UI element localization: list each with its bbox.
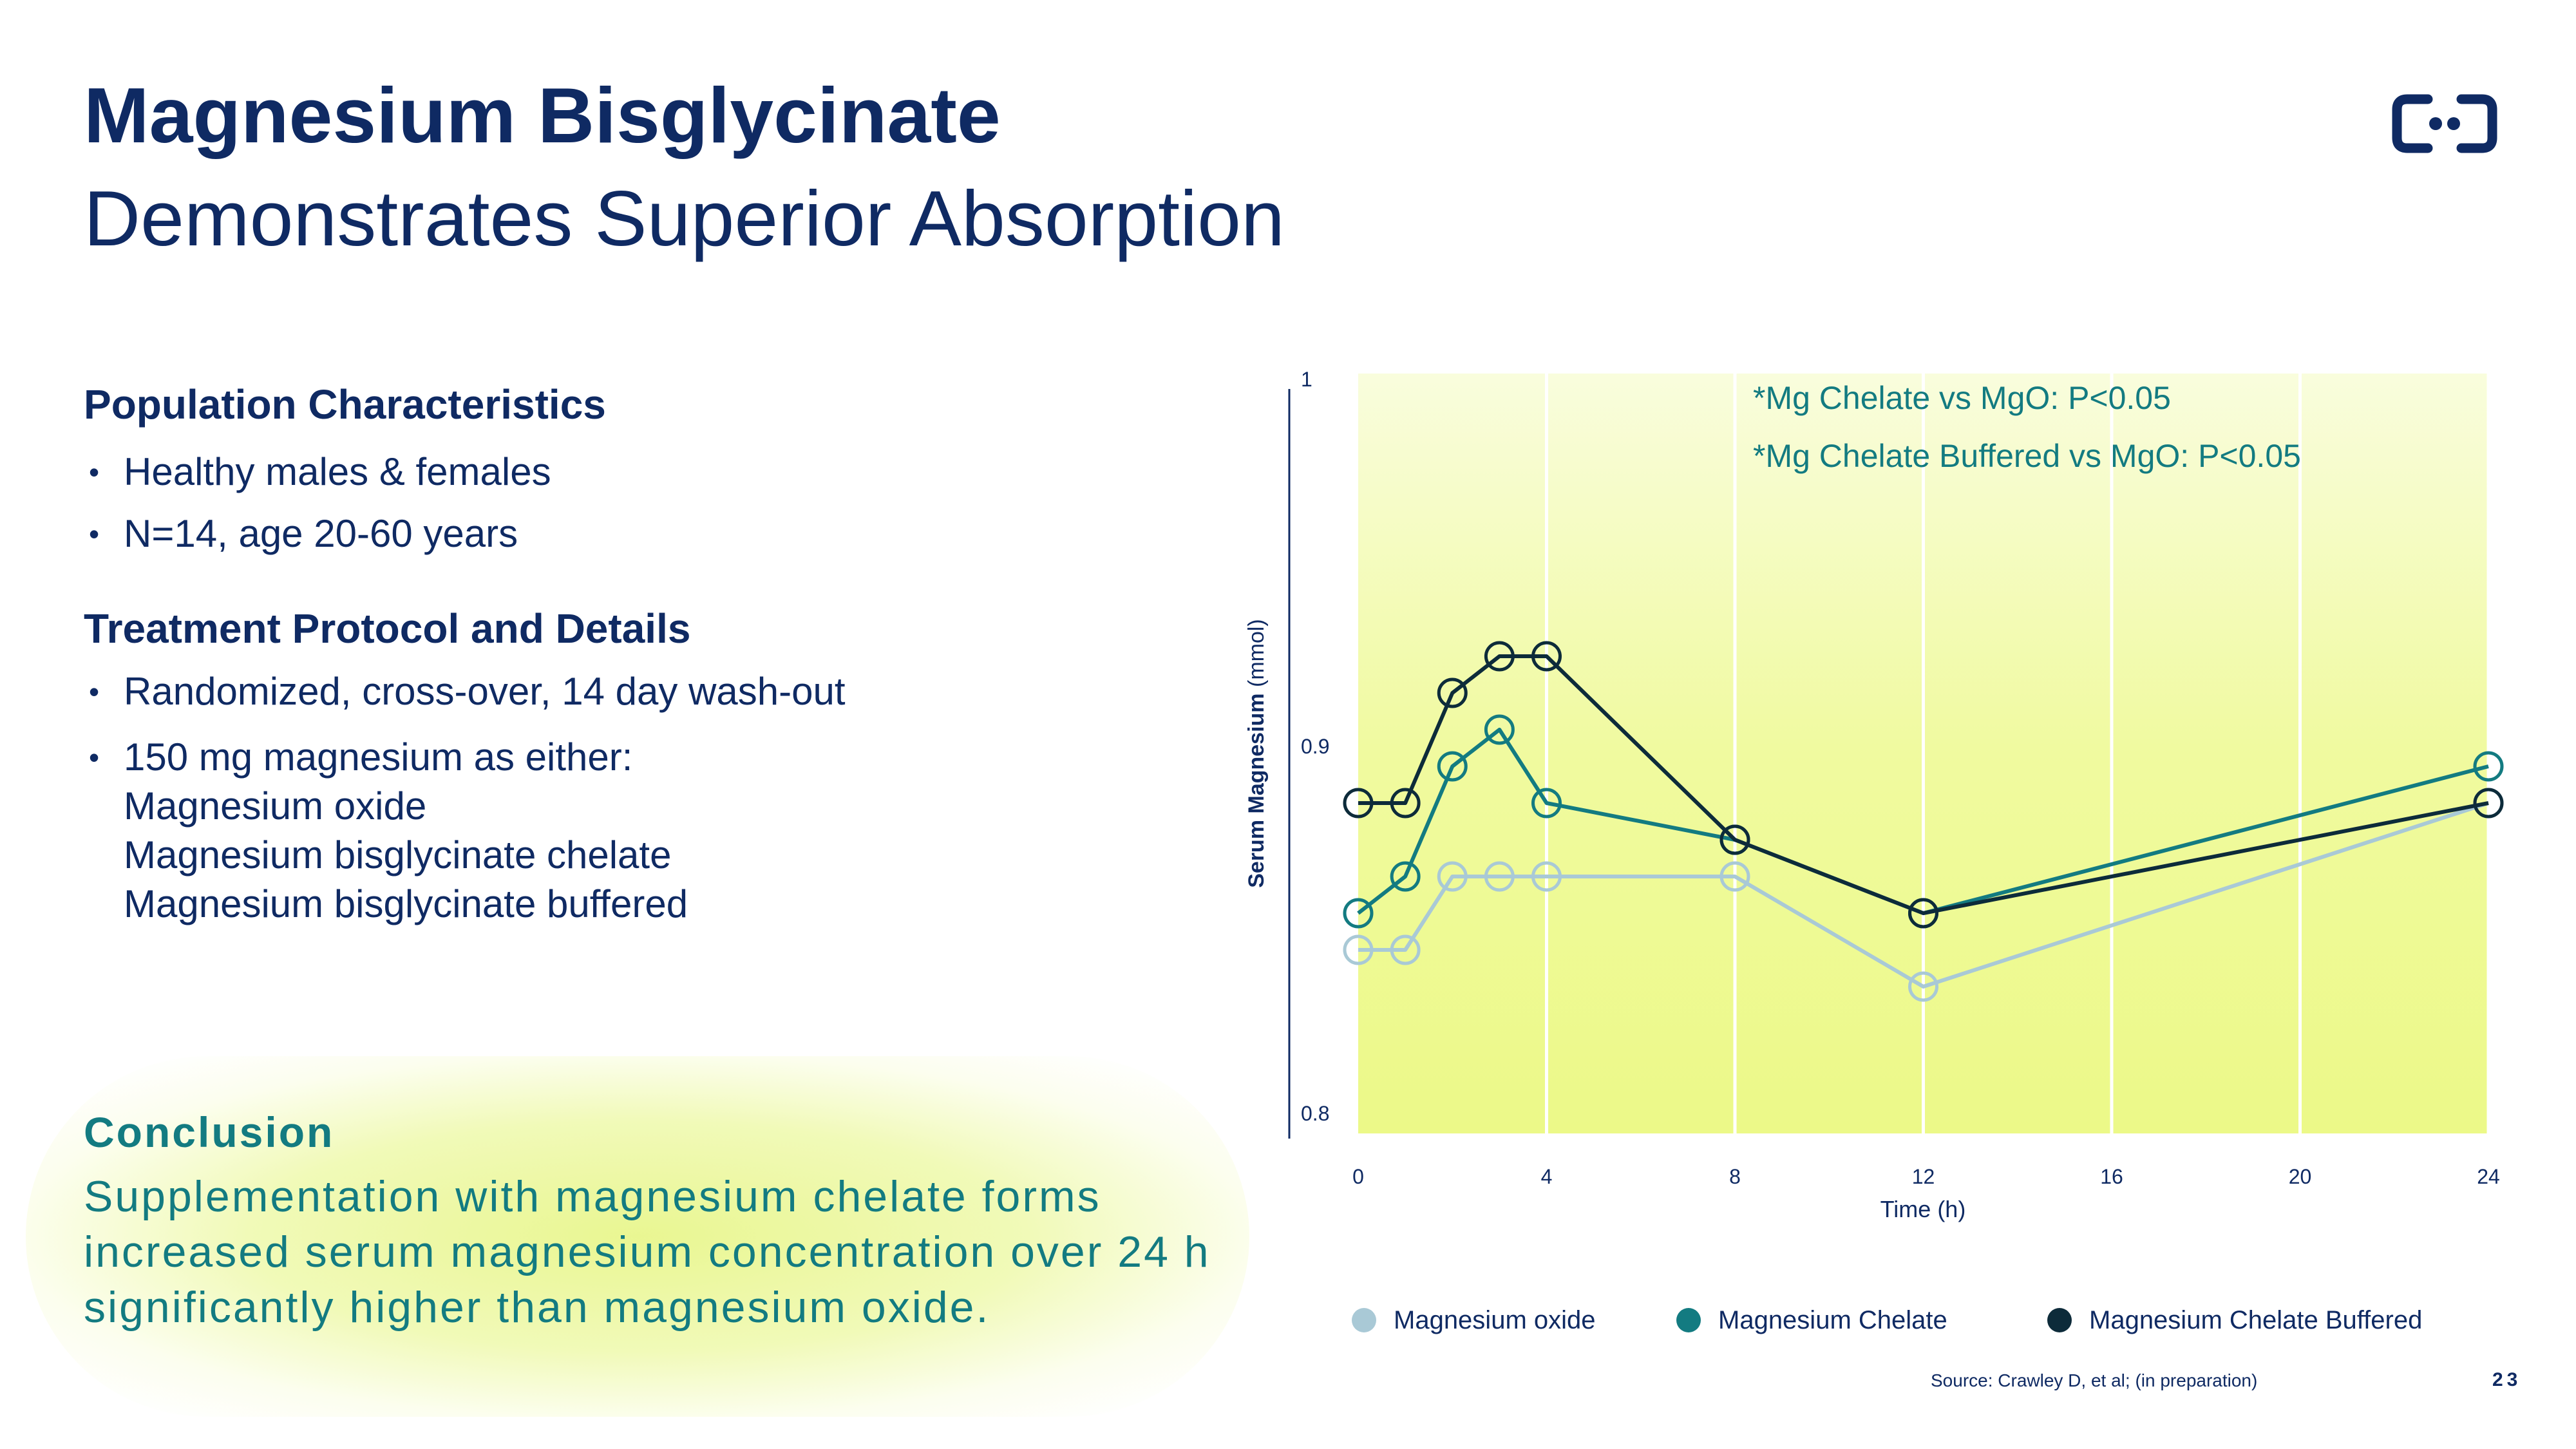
data-point: [1390, 788, 1421, 819]
legend-marker: [1352, 1308, 1376, 1332]
legend-label: Magnesium Chelate: [1718, 1306, 1947, 1334]
data-point: [1343, 898, 1374, 929]
data-point: [1531, 641, 1562, 672]
data-point: [1531, 861, 1562, 892]
data-point: [1484, 714, 1515, 745]
series-magnesium-chelate-buffered: [1343, 641, 2504, 929]
data-point: [1484, 861, 1515, 892]
x-tick-label: 4: [1541, 1165, 1553, 1188]
slide-title: Magnesium Bisglycinate: [84, 71, 1001, 159]
data-point: [1719, 861, 1750, 892]
x-tick-labels: 0 4 8 12 16 20 24: [1352, 1165, 2500, 1188]
bullet-icon: •: [89, 675, 100, 708]
treatment-list: • Randomized, cross-over, 14 day wash-out…: [84, 667, 846, 945]
bullet-icon: •: [89, 741, 100, 774]
legend-item: Magnesium Chelate: [1676, 1306, 1947, 1334]
y-tick-labels: 0.8 0.9 1: [1301, 368, 1329, 1125]
data-point: [1343, 934, 1374, 965]
conclusion-heading: Conclusion: [84, 1108, 335, 1156]
y-tick-label: 1: [1301, 368, 1312, 391]
bullet-icon: •: [89, 517, 100, 551]
brand-logo-icon: [2392, 94, 2497, 153]
data-point: [1437, 861, 1468, 892]
page-number: 23: [2492, 1369, 2522, 1390]
data-series: [1343, 641, 2504, 1002]
x-axis-label: Time (h): [1880, 1196, 1966, 1222]
series-line: [1358, 654, 2489, 915]
legend-label: Magnesium Chelate Buffered: [2089, 1306, 2422, 1334]
conclusion-highlight-glow: [26, 1056, 1249, 1417]
data-point: [1908, 898, 1938, 929]
x-tick-label: 20: [2289, 1165, 2312, 1188]
list-item: • Healthy males & females: [84, 448, 551, 497]
data-point: [2473, 788, 2504, 819]
data-point: [1343, 788, 1374, 819]
legend-item: Magnesium Chelate Buffered: [2047, 1306, 2422, 1334]
population-list: • Healthy males & females • N=14, age 20-6…: [84, 448, 551, 571]
y-tick-label: 0.9: [1301, 735, 1329, 758]
legend-marker: [2047, 1308, 2072, 1332]
y-axis-label-main: Serum Magnesium: [1244, 693, 1269, 887]
legend-item: Magnesium oxide: [1352, 1306, 1596, 1334]
conclusion-text: Supplementation with magnesium chelate f…: [84, 1172, 1211, 1332]
y-axis-label-unit: (mmol): [1244, 619, 1269, 687]
chart-legend: Magnesium oxide Magnesium Chelate Magnesiu…: [1352, 1306, 2422, 1334]
list-item: • Randomized, cross-over, 14 day wash-out: [84, 667, 846, 716]
population-heading: Population Characteristics: [84, 381, 606, 428]
y-axis-label: Serum Magnesium (mmol): [1244, 619, 1269, 888]
x-gridlines: [1545, 374, 2490, 1133]
legend-marker: [1676, 1308, 1701, 1332]
data-point: [1719, 824, 1750, 855]
data-point: [1437, 751, 1468, 782]
x-tick-label: 0: [1352, 1165, 1364, 1188]
source-citation: Source: Crawley D, et al; (in preparatio…: [1931, 1370, 2258, 1390]
annotation-chelate: *Mg Chelate vs MgO: P<0.05: [1753, 380, 2171, 416]
legend-label: Magnesium oxide: [1394, 1306, 1596, 1334]
x-tick-label: 12: [1912, 1165, 1935, 1188]
bullet-icon: •: [89, 455, 100, 489]
data-point: [1484, 641, 1515, 672]
treatment-heading: Treatment Protocol and Details: [84, 605, 691, 652]
data-point: [1390, 861, 1421, 892]
data-point: [1531, 788, 1562, 819]
annotation-chelate-buffered: *Mg Chelate Buffered vs MgO: P<0.05: [1753, 438, 2301, 474]
x-tick-label: 8: [1729, 1165, 1741, 1188]
series-magnesium-oxide: [1343, 788, 2504, 1002]
x-tick-label: 24: [2477, 1165, 2500, 1188]
list-item: • 150 mg magnesium as either: Magnesium …: [84, 733, 846, 929]
data-point: [1437, 677, 1468, 708]
data-point: [1908, 971, 1938, 1002]
slide-subtitle: Demonstrates Superior Absorption: [84, 175, 1285, 262]
data-point: [2473, 751, 2504, 782]
list-item: • N=14, age 20-60 years: [84, 509, 551, 558]
data-point: [1390, 934, 1421, 965]
y-tick-label: 0.8: [1301, 1102, 1329, 1125]
x-tick-label: 16: [2100, 1165, 2123, 1188]
